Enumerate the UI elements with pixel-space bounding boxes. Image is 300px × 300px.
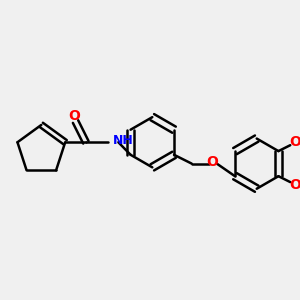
Text: O: O (206, 155, 218, 169)
Text: O: O (289, 135, 300, 149)
Text: NH: NH (112, 134, 133, 147)
Text: O: O (68, 109, 80, 123)
Text: O: O (289, 178, 300, 192)
